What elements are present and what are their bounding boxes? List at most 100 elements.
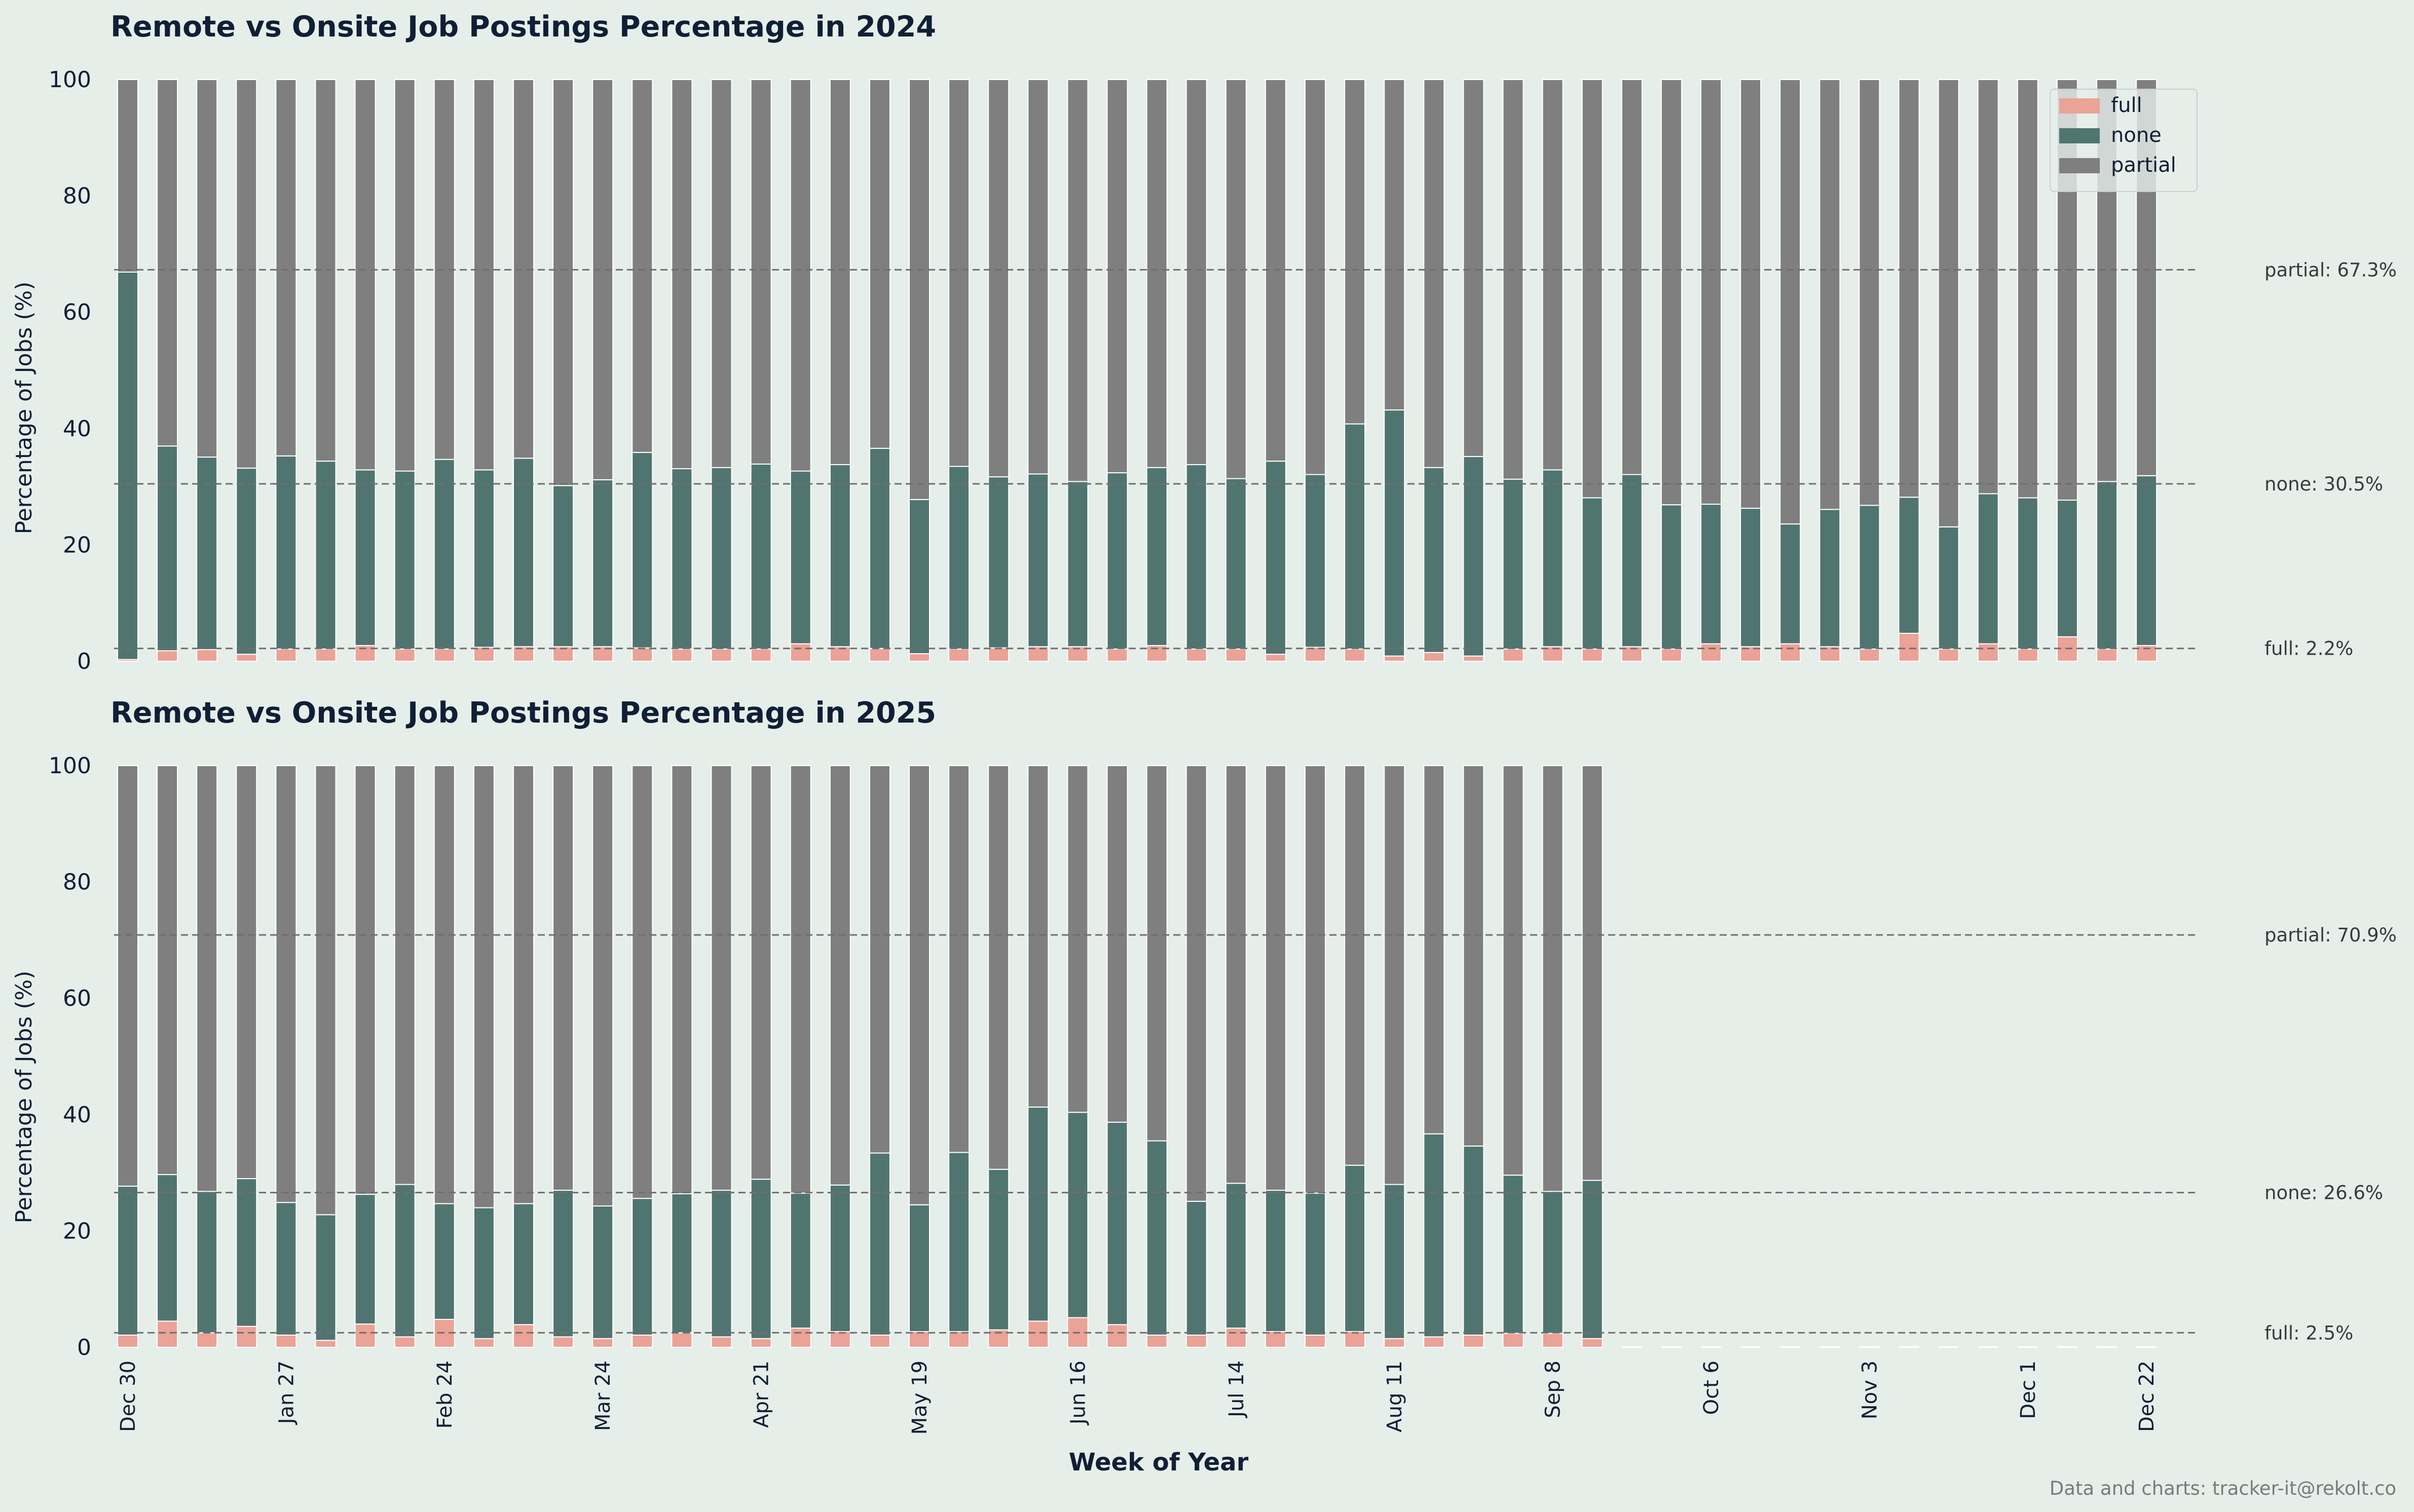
panel-2025-bar-none-31: [1305, 1192, 1326, 1336]
panel-2024-bar-partial-37: [1542, 79, 1564, 471]
xtick-feb-24: Feb 24: [433, 1360, 457, 1428]
panel-2025-ytick-100: 100: [49, 753, 91, 779]
panel-2024-bar-none-33: [1384, 409, 1405, 657]
panel-2024-bar-full-46: [1898, 632, 1920, 662]
panel-2025-ytick-40: 40: [63, 1102, 91, 1128]
panel-2024-bar-partial-27: [1146, 79, 1168, 468]
panel-2024-bar-partial-42: [1740, 79, 1762, 509]
panel-2024-bar-none-12: [552, 485, 574, 648]
panel-2024-bar-partial-49: [2017, 79, 2038, 499]
panel-2024-bar-partial-35: [1463, 79, 1484, 457]
panel-2024-bar-none-15: [671, 468, 693, 650]
panel-2025-bar-partial-37: [1542, 765, 1564, 1192]
panel-2024-bar-full-41: [1700, 643, 1722, 662]
panel-2025: Remote vs Onsite Job Postings Percentage…: [11, 696, 2397, 1434]
panel-2025-bar-full-5: [275, 1334, 297, 1348]
panel-2024-bar-partial-12: [552, 79, 574, 486]
panel-2024-bar-full-16: [711, 648, 732, 662]
panel-2024-bar-full-29: [1225, 648, 1247, 662]
panel-2025-bar-empty-49: [2017, 1346, 2038, 1348]
panel-2025-bar-empty-43: [1780, 1346, 1801, 1348]
panel-2024-bar-partial-22: [948, 79, 970, 467]
panel-2024-bar-none-45: [1859, 505, 1880, 650]
panel-2025-bar-partial-12: [552, 765, 574, 1191]
panel-2025-bar-full-10: [473, 1338, 495, 1348]
panel-2024-bar-full-32: [1344, 648, 1366, 662]
panel-2024-bar-full-15: [671, 648, 693, 662]
panel-2024-bars: [117, 79, 2158, 662]
panel-2024-bar-none-19: [829, 464, 851, 648]
panel-2024-bar-none-18: [790, 470, 811, 645]
xtick-sep-8: Sep 8: [1542, 1360, 1565, 1418]
xtick-dec-22: Dec 22: [2135, 1360, 2159, 1432]
panel-2025-bars: [117, 765, 2157, 1348]
panel-2024-bar-partial-7: [354, 79, 376, 471]
panel-2024-bar-none-16: [711, 467, 732, 650]
panel-2024-bar-full-47: [1938, 648, 1959, 662]
panel-2024-bar-none-30: [1265, 461, 1286, 655]
panel-2025-bar-partial-19: [829, 765, 851, 1186]
panel-2024-ytick-40: 40: [63, 416, 91, 442]
panel-2025-bar-partial-6: [315, 765, 337, 1216]
legend-swatch-none: [2059, 128, 2100, 143]
panel-2024-bar-full-21: [909, 653, 930, 662]
panel-2025-bar-empty-45: [1859, 1346, 1880, 1348]
panel-2025-bar-full-18: [790, 1328, 811, 1348]
panel-2025-bar-none-19: [829, 1184, 851, 1333]
panel-2024-bar-partial-2: [157, 79, 178, 447]
panel-2024-bar-none-3: [196, 457, 218, 651]
panel-2025-bar-partial-2: [157, 765, 178, 1176]
panel-2024-bar-partial-20: [869, 79, 890, 449]
panel-2024-bar-partial-36: [1502, 79, 1524, 480]
panel-2024-bar-partial-39: [1621, 79, 1643, 475]
panel-2024-bar-partial-32: [1344, 79, 1366, 425]
panel-2024-bar-none-24: [1027, 473, 1049, 648]
panel-2025-bar-partial-28: [1185, 765, 1207, 1202]
panel-2024-ytick-100: 100: [49, 67, 91, 93]
panel-2024-bar-none-38: [1581, 497, 1603, 650]
panel-2024-bar-none-47: [1938, 526, 1959, 650]
panel-2024-bar-partial-26: [1106, 79, 1128, 474]
panel-2025-bar-none-20: [869, 1152, 890, 1336]
panel-2025-bar-full-28: [1185, 1334, 1207, 1348]
panel-2025-bar-none-4: [236, 1178, 257, 1327]
panel-2025-bar-full-7: [354, 1324, 376, 1348]
panel-2025-title: Remote vs Onsite Job Postings Percentage…: [110, 696, 936, 730]
footer-credit: Data and charts: tracker-it@rekolt.co: [2050, 1478, 2396, 1499]
panel-2025-bar-partial-31: [1305, 765, 1326, 1194]
panel-2025-bar-empty-41: [1701, 1346, 1721, 1348]
panel-2024-avg-label-partial: partial: 67.3%: [2264, 259, 2397, 281]
panel-2025-bar-none-25: [1067, 1112, 1089, 1318]
panel-2024-bar-partial-38: [1581, 79, 1603, 499]
panel-2025-bar-full-2: [157, 1320, 178, 1348]
panel-2024: Remote vs Onsite Job Postings Percentage…: [11, 10, 2397, 674]
panel-2024-bar-partial-19: [829, 79, 851, 465]
panel-2024-bar-full-49: [2017, 648, 2038, 662]
panel-2024-bar-none-5: [275, 455, 297, 650]
panel-2025-bar-full-24: [1027, 1320, 1049, 1348]
panel-2025-bar-none-35: [1463, 1145, 1484, 1336]
panel-2024-bar-none-22: [948, 466, 970, 650]
panel-2024-bar-partial-45: [1859, 79, 1880, 506]
panel-2024-title: Remote vs Onsite Job Postings Percentage…: [110, 10, 936, 44]
panel-2024-bar-none-40: [1660, 504, 1682, 650]
panel-2025-bar-empty-46: [1899, 1346, 1919, 1348]
panel-2025-bar-full-12: [552, 1336, 574, 1348]
panel-2025-bar-full-17: [750, 1338, 772, 1348]
panel-2024-bar-none-17: [750, 463, 772, 650]
panel-2025-ytick-20: 20: [63, 1218, 91, 1244]
xtick-jun-16: Jun 16: [1066, 1360, 1090, 1426]
panel-2025-bar-partial-25: [1067, 765, 1089, 1113]
panel-2025-bar-full-36: [1502, 1333, 1524, 1348]
panel-2024-bar-none-25: [1067, 481, 1089, 648]
panel-2024-bar-full-28: [1185, 648, 1207, 662]
panel-2024-bar-full-33: [1384, 655, 1405, 662]
xtick-dec-1: Dec 1: [2017, 1360, 2040, 1419]
panel-2025-bar-empty-52: [2136, 1346, 2157, 1348]
panel-2024-bar-partial-10: [473, 79, 495, 471]
panel-2024-bar-full-34: [1423, 652, 1445, 662]
xtick-aug-11: Aug 11: [1383, 1360, 1406, 1432]
panel-2025-bar-none-3: [196, 1191, 218, 1334]
panel-2024-bar-partial-13: [592, 79, 614, 480]
panel-2025-bar-partial-24: [1027, 765, 1049, 1108]
